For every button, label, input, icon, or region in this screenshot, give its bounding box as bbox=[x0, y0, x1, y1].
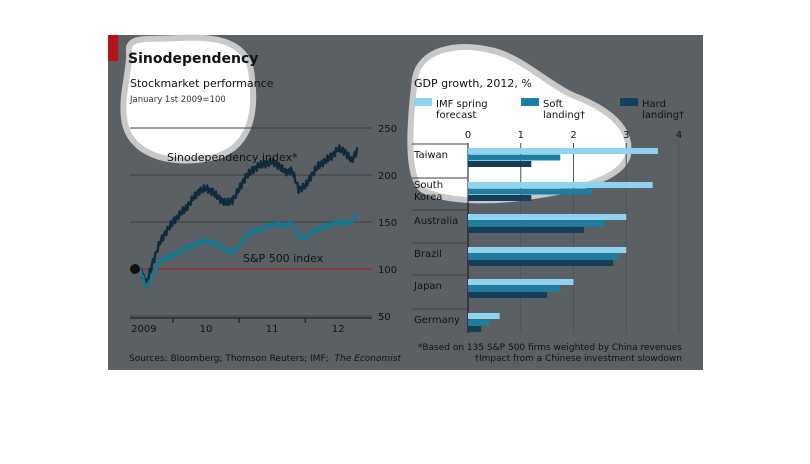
category-label: South bbox=[414, 180, 443, 191]
sinodependency-label: Sinodependency index* bbox=[167, 151, 298, 164]
footnote-2: †Impact from a Chinese investment slowdo… bbox=[474, 354, 682, 364]
bar bbox=[468, 195, 532, 201]
legend-label: Hard bbox=[642, 99, 666, 110]
highlight-blob-left bbox=[120, 34, 257, 164]
legend-label: landing† bbox=[543, 110, 585, 121]
sp500-line bbox=[138, 212, 360, 289]
legend-swatch bbox=[620, 98, 638, 106]
left-chart-subtitle: January 1st 2009=100 bbox=[129, 95, 226, 105]
sources-prefix: Sources: Bloomberg; Thomson Reuters; IMF… bbox=[129, 354, 329, 364]
chart-title: Sinodependency bbox=[128, 51, 258, 67]
sp500-label: S&P 500 index bbox=[243, 252, 324, 265]
right-x-tick-label: 1 bbox=[518, 130, 524, 141]
right-x-tick-label: 2 bbox=[570, 130, 576, 141]
bar bbox=[468, 220, 606, 227]
legend-label: landing† bbox=[642, 110, 684, 121]
bar bbox=[468, 148, 658, 154]
baseline-marker bbox=[130, 264, 140, 274]
left-y-tick-label: 200 bbox=[378, 171, 397, 182]
left-x-tick-label: 10 bbox=[200, 324, 213, 335]
bar bbox=[468, 279, 574, 285]
bar bbox=[468, 227, 585, 233]
left-y-tick-label: 250 bbox=[378, 124, 397, 135]
bar bbox=[468, 313, 500, 319]
right-x-tick-label: 3 bbox=[623, 130, 629, 141]
legend-swatch bbox=[414, 98, 432, 106]
accent-tab bbox=[108, 35, 118, 61]
left-chart-title: Stockmarket performance bbox=[130, 77, 274, 90]
legend-label: forecast bbox=[436, 110, 477, 121]
legend-swatch bbox=[521, 98, 539, 106]
bar bbox=[468, 182, 653, 188]
left-y-tick-label: 150 bbox=[378, 218, 397, 229]
bar bbox=[468, 154, 561, 161]
bar bbox=[468, 253, 619, 260]
bar bbox=[468, 292, 548, 298]
bar bbox=[468, 188, 592, 195]
right-chart-title: GDP growth, 2012, % bbox=[414, 77, 532, 90]
category-label: Germany bbox=[414, 315, 460, 326]
footnote-1: *Based on 135 S&P 500 firms weighted by … bbox=[418, 343, 682, 353]
sinodependency-line bbox=[139, 144, 359, 286]
sources-italic: The Economist bbox=[335, 354, 402, 364]
bar bbox=[468, 326, 482, 332]
left-x-tick-label: 2009 bbox=[131, 324, 156, 335]
category-label: Korea bbox=[414, 192, 442, 203]
right-x-tick-label: 0 bbox=[465, 130, 471, 141]
category-label: Japan bbox=[413, 281, 442, 292]
category-label: Australia bbox=[414, 216, 458, 227]
left-y-tick-label: 100 bbox=[378, 265, 397, 276]
bar bbox=[468, 214, 627, 220]
bar bbox=[468, 161, 532, 167]
left-y-tick-label: 50 bbox=[378, 312, 391, 323]
right-x-tick-label: 4 bbox=[676, 130, 682, 141]
bar bbox=[468, 247, 627, 253]
category-label: Taiwan bbox=[413, 150, 448, 161]
highlight-blob-right bbox=[407, 44, 632, 204]
bar bbox=[468, 319, 490, 326]
bar bbox=[468, 260, 614, 266]
legend-label: IMF spring bbox=[436, 99, 488, 110]
category-label: Brazil bbox=[414, 249, 442, 260]
legend-label: Soft bbox=[543, 99, 563, 110]
bar bbox=[468, 285, 561, 292]
sources: Sources: Bloomberg; Thomson Reuters; IMF… bbox=[129, 354, 401, 364]
left-x-tick-label: 11 bbox=[266, 324, 279, 335]
left-x-tick-label: 12 bbox=[332, 324, 345, 335]
